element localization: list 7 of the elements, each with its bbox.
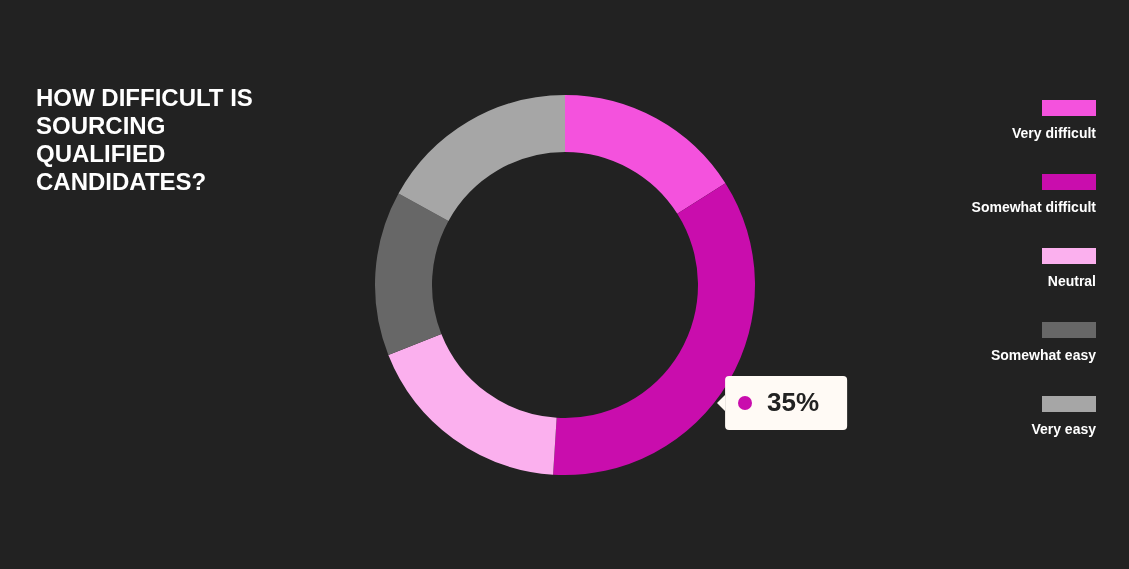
legend-label: Somewhat easy xyxy=(989,347,1096,363)
legend-label: Neutral xyxy=(1046,273,1096,289)
data-label: 35% xyxy=(767,387,820,418)
legend-label: Very difficult xyxy=(1010,125,1096,141)
text: HOW DIFFICULT IS SOURCING QUALIFIED CANDIDATES? xyxy=(36,84,254,196)
legend-label: Somewhat difficult xyxy=(971,199,1096,215)
legend-label: Very easy xyxy=(1030,421,1096,437)
